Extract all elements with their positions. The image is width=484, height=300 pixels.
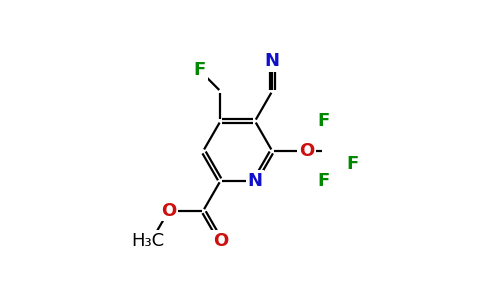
Text: H₃C: H₃C: [132, 232, 165, 250]
Text: O: O: [213, 232, 228, 250]
Text: F: F: [347, 154, 359, 172]
Text: F: F: [318, 112, 330, 130]
Text: N: N: [265, 52, 280, 70]
Text: O: O: [299, 142, 314, 160]
Text: F: F: [194, 61, 206, 80]
Text: O: O: [161, 202, 176, 220]
Text: F: F: [318, 172, 330, 190]
Text: N: N: [247, 172, 262, 190]
